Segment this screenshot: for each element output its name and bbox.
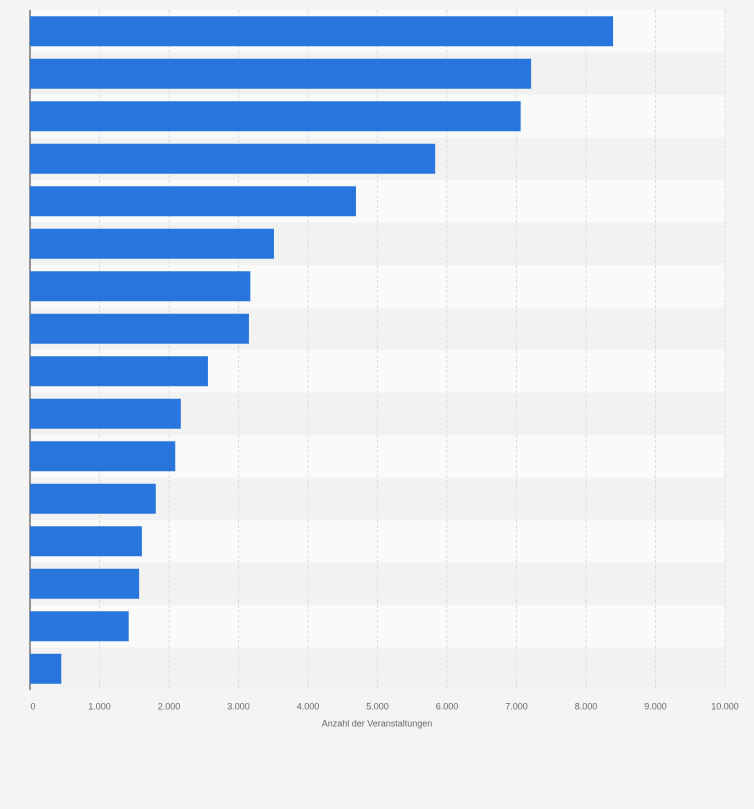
x-tick-label: 2.000 (158, 701, 181, 711)
bar (30, 526, 142, 557)
x-tick-label: 7.000 (505, 701, 528, 711)
bar (30, 16, 614, 47)
bar (30, 58, 532, 89)
row-band (30, 647, 725, 690)
x-tick-label: 9.000 (644, 701, 667, 711)
bar (30, 568, 140, 599)
x-tick-label: 3.000 (227, 701, 250, 711)
x-tick-label: 4.000 (297, 701, 320, 711)
x-tick-label: 10.000 (711, 701, 739, 711)
bar (30, 143, 436, 174)
x-tick-label: 0 (30, 701, 35, 711)
x-tick-label: 8.000 (575, 701, 598, 711)
bar (30, 313, 249, 344)
bar (30, 398, 181, 429)
x-tick-label: 5.000 (366, 701, 389, 711)
bar (30, 653, 62, 684)
bar (30, 101, 521, 132)
x-tick-label: 6.000 (436, 701, 459, 711)
bar (30, 441, 176, 472)
bar (30, 186, 356, 217)
x-tick-label: 1.000 (88, 701, 111, 711)
bar (30, 271, 251, 302)
x-axis-label: Anzahl der Veranstaltungen (322, 718, 433, 728)
bar (30, 483, 156, 514)
bar (30, 356, 208, 387)
bar (30, 228, 274, 259)
bar (30, 611, 129, 642)
